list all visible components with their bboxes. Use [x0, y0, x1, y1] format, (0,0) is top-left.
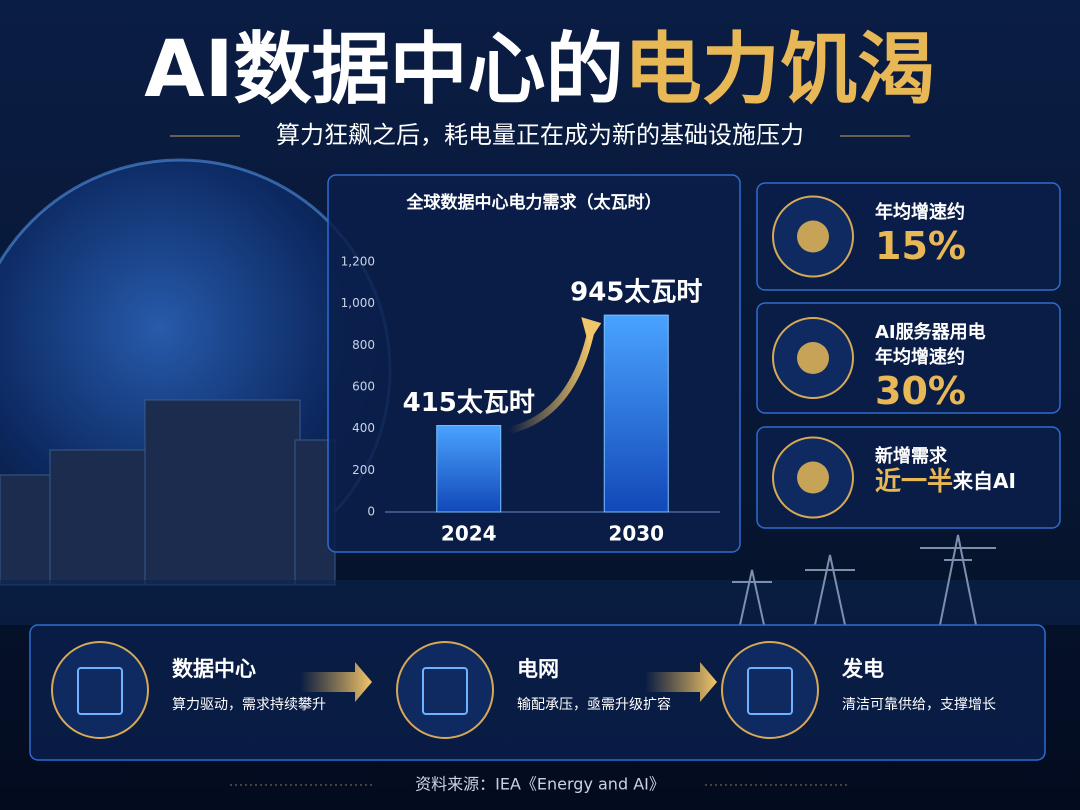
subtitle: 算力狂飙之后，耗电量正在成为新的基础设施压力	[276, 121, 804, 149]
y-tick-label: 1,200	[341, 255, 375, 269]
flow-desc: 清洁可靠供给，支撑增长	[842, 697, 996, 713]
y-tick-label: 1,000	[341, 296, 375, 310]
stat-label: 年均增速约	[875, 201, 965, 223]
value-label: 415太瓦时	[403, 388, 535, 418]
bar	[436, 425, 502, 513]
y-tick-label: 600	[352, 380, 375, 394]
flow-icon-glyph	[422, 667, 468, 715]
bar	[603, 314, 669, 513]
trend-arrowhead	[581, 317, 602, 344]
stat-icon-dot	[797, 461, 829, 494]
ground	[0, 580, 1080, 625]
flow-panel	[29, 624, 1046, 761]
stat-label: 新增需求	[875, 445, 948, 467]
stat-label: AI服务器用电	[875, 321, 986, 343]
chart-title: 全球数据中心电力需求（太瓦时）	[406, 192, 662, 213]
flow-icon	[396, 641, 494, 739]
y-tick-label: 400	[352, 421, 375, 435]
power-towers	[732, 534, 996, 626]
flow-title: 数据中心	[172, 657, 256, 681]
flow-arrow	[645, 662, 717, 702]
source: 资料来源：IEA《Energy and AI》	[415, 775, 665, 794]
trend-arrow	[507, 329, 595, 434]
title-main: AI数据中心的	[144, 25, 623, 115]
stat-highlight: 30%	[875, 369, 966, 413]
y-tick-label: 800	[352, 338, 375, 352]
value-label: 945太瓦时	[570, 278, 702, 308]
stat-highlight: 15%	[875, 224, 966, 268]
stat-label: 年均增速约	[875, 346, 965, 368]
title: AI数据中心的电力饥渴	[144, 25, 935, 115]
title-accent: 电力饥渴	[624, 25, 936, 115]
flow-title: 电网	[517, 657, 559, 681]
flow-icon-glyph	[747, 667, 793, 715]
stat-highlight-line: 近一半来自AI	[875, 467, 1016, 497]
stat-icon-dot	[797, 220, 829, 253]
chart: 0 200 400 600 800 1,000 1,200 2024 415太瓦时 2030 945…	[341, 255, 720, 546]
x-tick-label: 2024	[441, 522, 497, 546]
flow-desc: 算力驱动，需求持续攀升	[172, 696, 326, 713]
stat-highlight-line: 30%	[875, 369, 966, 413]
chart-panel	[327, 174, 741, 553]
flow-desc: 输配承压，亟需升级扩容	[517, 696, 671, 713]
y-tick-label: 0	[367, 505, 375, 519]
flow-icon-glyph	[77, 667, 123, 715]
flow-icon	[51, 641, 149, 739]
stat-icon-dot	[797, 342, 829, 374]
stat-suffix: 来自AI	[952, 469, 1016, 493]
y-tick-label: 200	[352, 463, 375, 477]
stat-highlight-line: 15%	[875, 224, 966, 268]
x-tick-label: 2030	[608, 522, 664, 546]
stat-highlight: 近一半	[875, 467, 953, 497]
flow-arrow	[300, 662, 372, 702]
flow-title: 发电	[841, 657, 884, 681]
flow-icon	[721, 641, 819, 739]
buildings	[0, 399, 336, 586]
